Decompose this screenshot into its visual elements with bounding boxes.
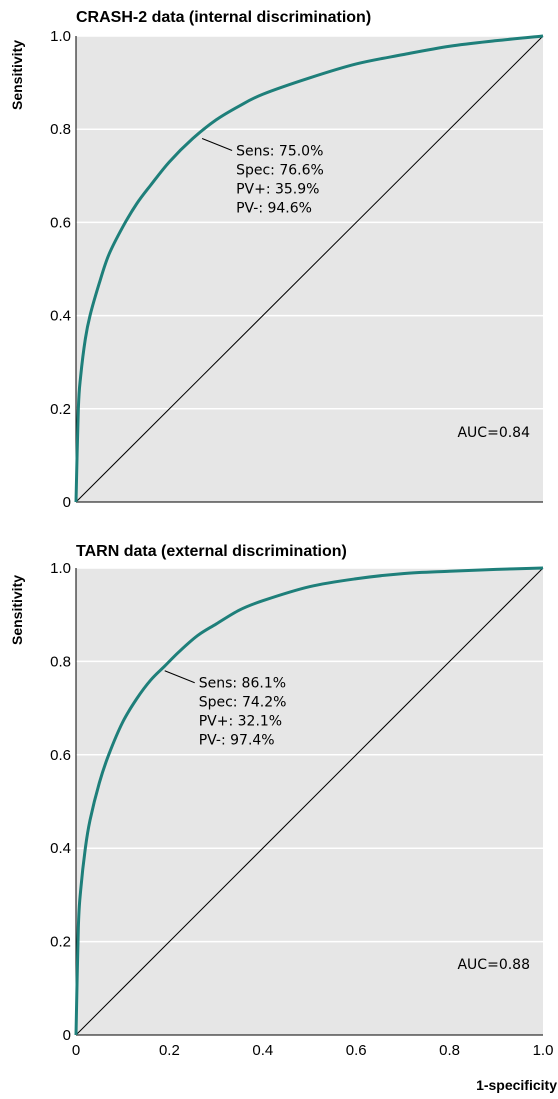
annotation-text: Sens: 75.0% [236, 144, 323, 160]
y-tick-label: 0.2 [50, 401, 71, 418]
x-tick-label: 0.2 [159, 1042, 180, 1059]
y-axis-label: Sensitivity [9, 40, 25, 110]
y-axis-label: Sensitivity [9, 575, 25, 645]
y-tick-label: 0.4 [50, 840, 71, 857]
x-axis-label: 1-specificity [476, 1077, 557, 1093]
x-tick-label: 0.4 [252, 1042, 273, 1059]
y-tick-label: 0 [63, 494, 71, 511]
panel-title: TARN data (external discrimination) [76, 543, 347, 560]
annotation-text: Spec: 74.2% [199, 695, 287, 711]
y-tick-label: 0.6 [50, 747, 71, 764]
x-tick-label: 1.0 [533, 1042, 554, 1059]
x-tick-label: 0.6 [346, 1042, 367, 1059]
y-tick-label: 0.2 [50, 934, 71, 951]
annotation-text: Spec: 76.6% [236, 163, 324, 179]
y-tick-label: 1.0 [50, 560, 71, 577]
auc-label: AUC=0.88 [457, 957, 530, 973]
y-tick-label: 0 [63, 1027, 71, 1044]
tick-labels: 0 0.2 0.4 0.6 0.8 1.0 [50, 28, 71, 511]
y-tick-label: 0.8 [50, 121, 71, 138]
annotation-text: PV+: 35.9% [236, 182, 319, 198]
annotation-text: PV+: 32.1% [199, 714, 282, 730]
x-tick-label: 0 [72, 1042, 80, 1059]
annotation-text: PV-: 97.4% [199, 733, 275, 749]
panel-title: CRASH-2 data (internal discrimination) [76, 9, 371, 26]
annotation-text: Sens: 86.1% [199, 676, 286, 692]
annotation-text: PV-: 94.6% [236, 201, 312, 217]
y-tick-label: 0.6 [50, 214, 71, 231]
crash2-roc-panel: CRASH-2 data (internal discrimination) S… [9, 9, 543, 511]
y-tick-label: 0.4 [50, 308, 71, 325]
y-tick-label: 1.0 [50, 28, 71, 45]
tarn-roc-panel: TARN data (external discrimination) Sens… [9, 543, 557, 1093]
y-tick-label: 0.8 [50, 653, 71, 670]
auc-label: AUC=0.84 [457, 425, 530, 441]
x-tick-label: 0.8 [439, 1042, 460, 1059]
